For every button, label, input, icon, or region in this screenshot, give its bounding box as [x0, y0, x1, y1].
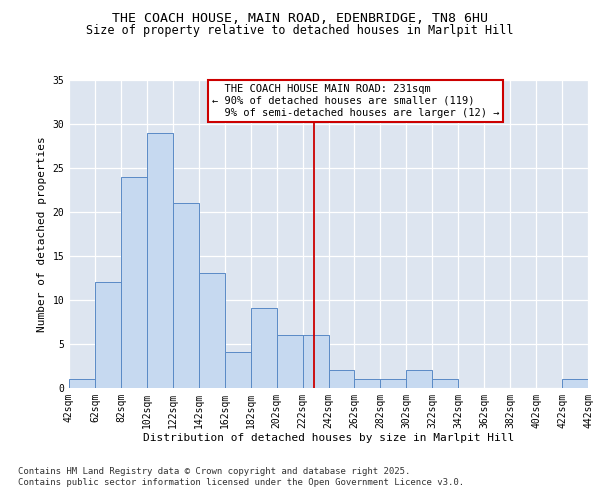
Bar [225, 352, 251, 388]
Bar [432, 378, 458, 388]
Bar [173, 203, 199, 388]
Bar [199, 274, 224, 388]
Y-axis label: Number of detached properties: Number of detached properties [37, 136, 47, 332]
Bar [121, 176, 147, 388]
Bar [302, 335, 329, 388]
Bar [562, 378, 588, 388]
X-axis label: Distribution of detached houses by size in Marlpit Hill: Distribution of detached houses by size … [143, 433, 514, 443]
Bar [380, 378, 406, 388]
Text: THE COACH HOUSE, MAIN ROAD, EDENBRIDGE, TN8 6HU: THE COACH HOUSE, MAIN ROAD, EDENBRIDGE, … [112, 12, 488, 26]
Bar [251, 308, 277, 388]
Bar [95, 282, 121, 388]
Text: Size of property relative to detached houses in Marlpit Hill: Size of property relative to detached ho… [86, 24, 514, 37]
Bar [406, 370, 432, 388]
Bar [69, 378, 95, 388]
Text: Contains HM Land Registry data © Crown copyright and database right 2025.
Contai: Contains HM Land Registry data © Crown c… [18, 468, 464, 487]
Bar [329, 370, 355, 388]
Bar [355, 378, 380, 388]
Bar [277, 335, 302, 388]
Bar [147, 132, 173, 388]
Text: THE COACH HOUSE MAIN ROAD: 231sqm
← 90% of detached houses are smaller (119)
  9: THE COACH HOUSE MAIN ROAD: 231sqm ← 90% … [212, 84, 499, 117]
